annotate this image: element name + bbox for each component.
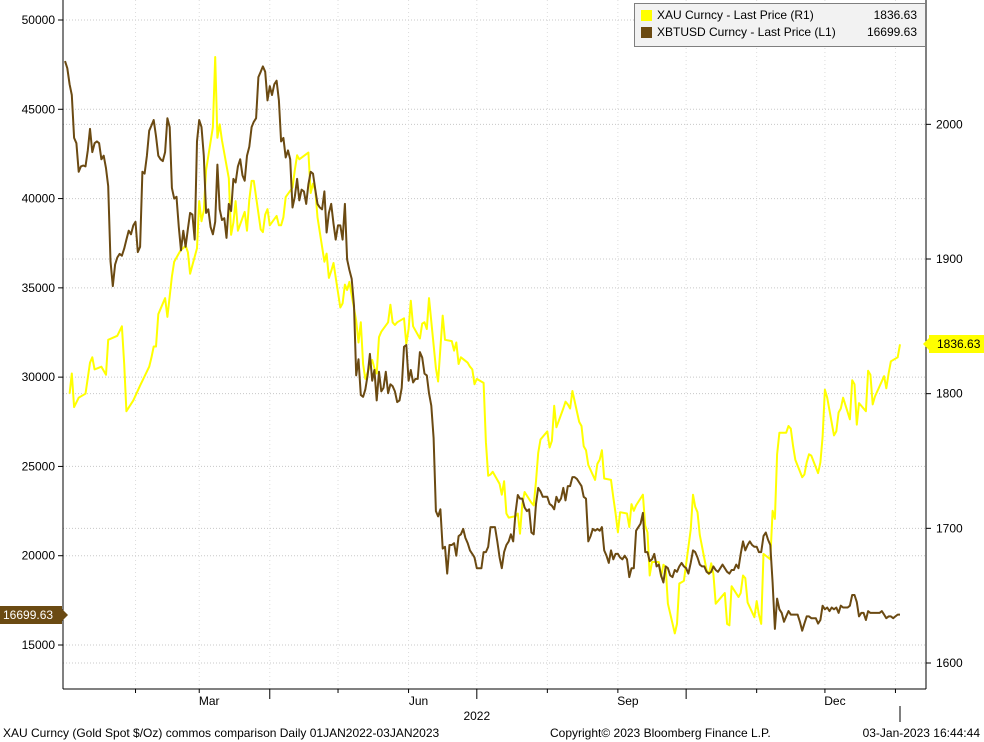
left-axis-tick-label: 30000 bbox=[22, 370, 56, 384]
x-axis-year-label: 2022 bbox=[463, 709, 490, 723]
footer-timestamp: 03-Jan-2023 16:44:44 bbox=[862, 726, 980, 740]
last-price-flag-bitcoin-text: 16699.63 bbox=[3, 607, 54, 622]
left-axis-tick-label: 35000 bbox=[22, 281, 56, 295]
right-axis-tick-label: 1700 bbox=[936, 521, 963, 535]
right-axis-tick-label: 1600 bbox=[936, 656, 963, 670]
chart: 15000 20000 25000 30000 35000 40000 45000 50000… bbox=[22, 0, 963, 723]
x-axis: Mar Jun Sep Dec 2022 bbox=[135, 689, 901, 723]
legend-label-gold: XAU Curncy - Last Price (R1) bbox=[657, 8, 814, 22]
x-axis-tick-label: Dec bbox=[824, 694, 845, 708]
grid bbox=[63, 0, 926, 689]
left-axis-tick-label: 40000 bbox=[22, 192, 56, 206]
flag-pointer-bitcoin bbox=[62, 608, 68, 621]
last-price-flag-gold-text: 1836.63 bbox=[937, 337, 981, 352]
legend-swatch-bitcoin bbox=[641, 27, 652, 38]
legend-item-bitcoin: XBTUSD Curncy - Last Price (L1) 16699.63 bbox=[641, 25, 921, 41]
last-price-flag-bitcoin: 16699.63 bbox=[0, 605, 68, 624]
last-price-flag-gold: 1836.63 bbox=[923, 335, 984, 354]
legend: XAU Curncy - Last Price (R1) 1836.63 XBT… bbox=[634, 3, 926, 47]
left-axis-tick-label: 20000 bbox=[22, 549, 56, 563]
flag-pointer-gold bbox=[923, 338, 929, 351]
left-axis-tick-label: 15000 bbox=[22, 638, 56, 652]
legend-value-bitcoin: 16699.63 bbox=[866, 25, 917, 39]
left-axis: 15000 20000 25000 30000 35000 40000 45000 50000 bbox=[22, 13, 63, 652]
right-axis-tick-label: 1900 bbox=[936, 252, 963, 266]
x-axis-tick-label: Mar bbox=[199, 694, 220, 708]
series-lines bbox=[64, 56, 901, 635]
footer-description: XAU Curncy (Gold Spot $/Oz) commos compa… bbox=[3, 726, 440, 740]
right-axis: 1600 1700 1800 1900 2000 bbox=[926, 117, 963, 670]
legend-label-bitcoin: XBTUSD Curncy - Last Price (L1) bbox=[657, 25, 836, 39]
x-axis-tick-label: Jun bbox=[409, 694, 428, 708]
left-axis-tick-label: 25000 bbox=[22, 459, 56, 473]
right-axis-tick-label: 2000 bbox=[936, 117, 963, 131]
right-axis-tick-label: 1800 bbox=[936, 387, 963, 401]
legend-swatch-gold bbox=[641, 10, 652, 21]
left-axis-tick-label: 50000 bbox=[22, 13, 56, 27]
series-line-gold bbox=[68, 56, 901, 635]
legend-value-gold: 1836.63 bbox=[873, 8, 917, 22]
legend-item-gold: XAU Curncy - Last Price (R1) 1836.63 bbox=[641, 8, 921, 24]
plot-area-frame bbox=[62, 0, 927, 690]
footer: XAU Curncy (Gold Spot $/Oz) commos compa… bbox=[0, 724, 984, 742]
series-line-bitcoin bbox=[64, 60, 900, 632]
footer-copyright: Copyright© 2023 Bloomberg Finance L.P. bbox=[550, 726, 771, 740]
x-axis-tick-label: Sep bbox=[617, 694, 639, 708]
left-axis-tick-label: 45000 bbox=[22, 102, 56, 116]
